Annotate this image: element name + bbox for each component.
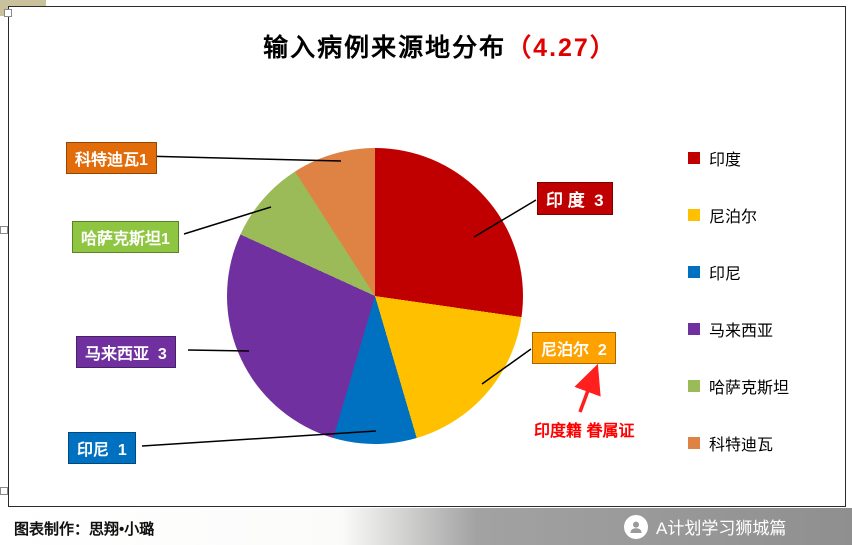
legend-label: 马来西亚 [709,323,774,340]
chart-title-main: 输入病例来源地分布 [263,34,507,62]
legend-swatch [688,266,700,278]
callout-kazakhstan: 哈萨克斯坦1 [72,221,179,253]
pie-chart [227,148,523,444]
legend-item: 马来西亚 [688,317,789,341]
annotation-text: 印度籍 眷属证 [534,423,635,440]
footer-bar: 图表制作：思翔•小璐 A计划学习狮城篇 [0,508,852,545]
legend-swatch [688,323,700,335]
chart-title-date: （4.27） [506,34,617,62]
wechat-account-logo-icon [624,514,648,539]
legend-label: 科特迪瓦 [709,437,774,454]
legend-swatch [688,209,700,221]
legend-label: 印度 [709,152,742,169]
callout-india: 印 度 3 [537,182,613,215]
legend-label: 尼泊尔 [709,209,758,226]
legend-item: 印度 [688,146,789,170]
credit-text: 图表制作：思翔•小璐 [14,521,155,538]
legend-swatch [688,152,700,164]
resize-handle[interactable] [0,487,8,495]
callout-indonesia: 印尼 1 [68,432,136,464]
callout-nepal: 尼泊尔 2 [532,332,616,364]
legend: 印度尼泊尔印尼马来西亚哈萨克斯坦科特迪瓦 [688,146,789,455]
legend-item: 哈萨克斯坦 [688,374,789,398]
legend-label: 哈萨克斯坦 [709,380,790,397]
legend-item: 科特迪瓦 [688,431,789,455]
callout-cote-divoire: 科特迪瓦1 [66,142,157,174]
legend-item: 尼泊尔 [688,203,789,227]
chart-title: 输入病例来源地分布（4.27） [60,28,820,64]
brand: A计划学习狮城篇 [624,514,786,539]
legend-label: 印尼 [709,266,742,283]
resize-handle[interactable] [4,9,12,17]
brand-text: A计划学习狮城篇 [656,519,787,538]
legend-item: 印尼 [688,260,789,284]
callout-malaysia: 马来西亚 3 [76,336,176,368]
legend-swatch [688,380,700,392]
legend-swatch [688,437,700,449]
resize-handle[interactable] [0,226,8,234]
